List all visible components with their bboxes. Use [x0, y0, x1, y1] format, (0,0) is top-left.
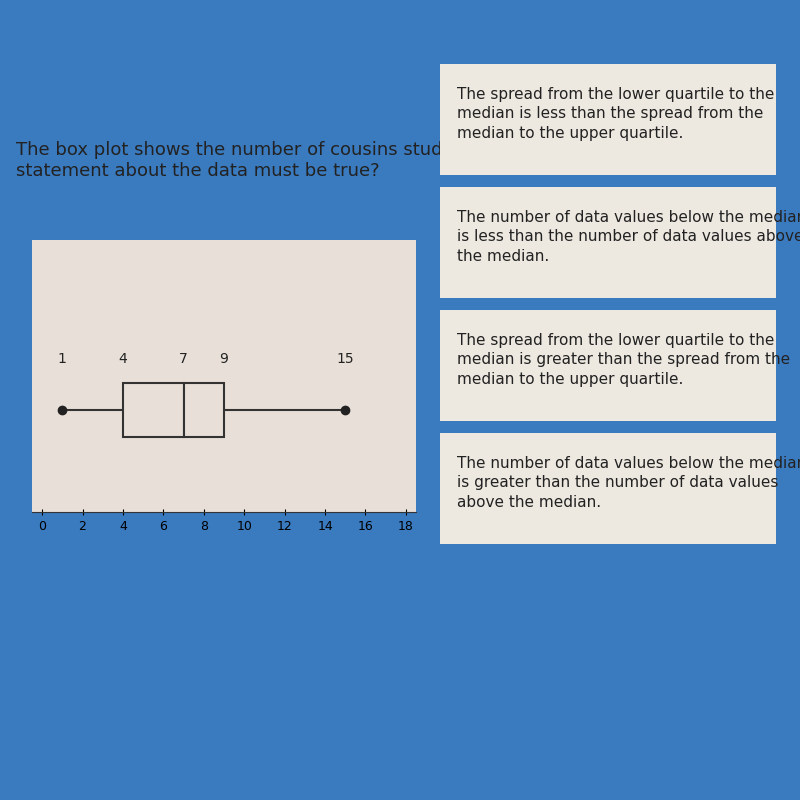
Text: The number of data values below the median
is greater than the number of data va: The number of data values below the medi… — [457, 456, 800, 510]
Text: 1: 1 — [58, 352, 66, 366]
Text: The spread from the lower quartile to the
median is less than the spread from th: The spread from the lower quartile to th… — [457, 86, 774, 142]
FancyBboxPatch shape — [434, 185, 782, 300]
FancyBboxPatch shape — [183, 383, 224, 437]
FancyBboxPatch shape — [123, 383, 183, 437]
Text: 4: 4 — [118, 352, 127, 366]
Text: The box plot shows the number of cousins students in Mr. Myer’s class have. Whic: The box plot shows the number of cousins… — [16, 141, 770, 179]
Text: 7: 7 — [179, 352, 188, 366]
Text: The spread from the lower quartile to the
median is greater than the spread from: The spread from the lower quartile to th… — [457, 333, 790, 387]
FancyBboxPatch shape — [434, 430, 782, 546]
FancyBboxPatch shape — [434, 308, 782, 423]
FancyBboxPatch shape — [434, 62, 782, 178]
Text: The number of data values below the median
is less than the number of data value: The number of data values below the medi… — [457, 210, 800, 264]
Text: 9: 9 — [219, 352, 229, 366]
Text: 15: 15 — [337, 352, 354, 366]
